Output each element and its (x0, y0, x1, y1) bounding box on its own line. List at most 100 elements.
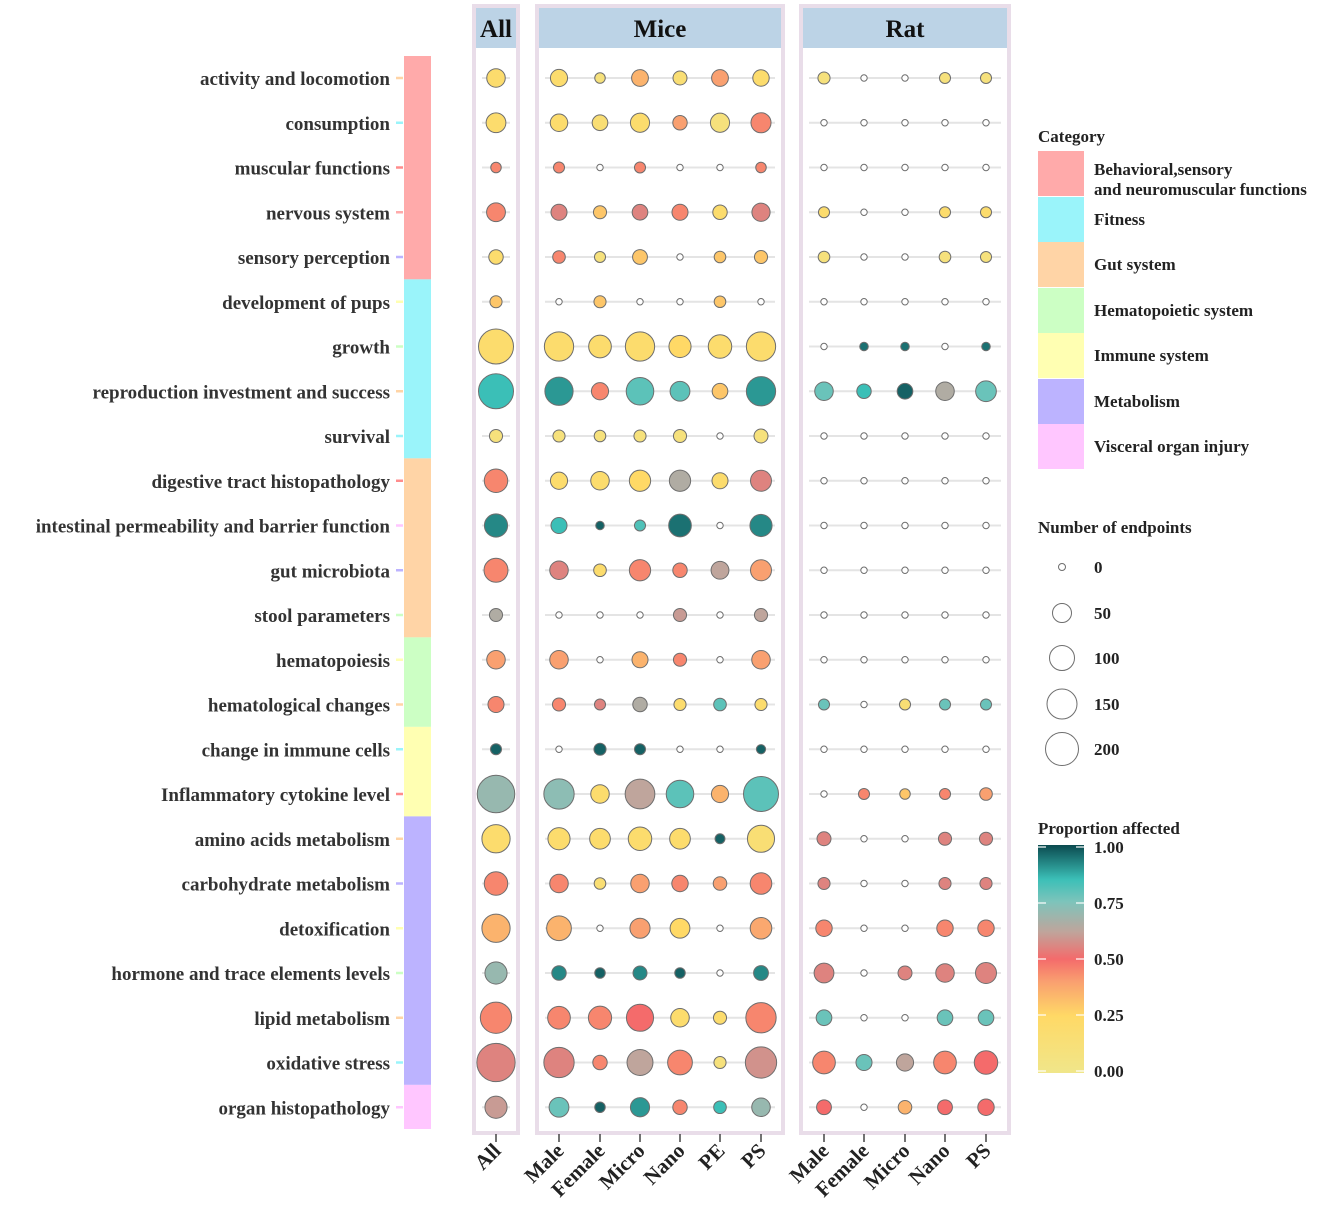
bubble (549, 471, 569, 490)
bubble (979, 876, 993, 891)
bubble (938, 71, 952, 85)
bubble (596, 611, 604, 619)
bubble (860, 1103, 868, 1111)
bubble (901, 432, 909, 440)
bubble (490, 161, 502, 174)
bubble (596, 924, 604, 932)
bubble (593, 429, 607, 443)
panel-title-all: All (480, 16, 512, 43)
bubble (674, 967, 686, 979)
bubble (815, 1009, 833, 1027)
bubble (488, 249, 504, 265)
bubble (981, 341, 991, 352)
bubble (707, 334, 733, 359)
bubble (672, 607, 688, 623)
bubble (817, 698, 831, 711)
bubble (594, 967, 606, 979)
bubble (746, 824, 776, 853)
bubble (749, 872, 773, 895)
bubble (745, 331, 777, 362)
bubble (543, 331, 575, 362)
column-label: Nano (904, 1139, 955, 1190)
category-legend-swatch (1038, 242, 1084, 287)
bubble (820, 298, 828, 306)
bubble (982, 163, 990, 172)
bubble (901, 163, 909, 172)
bubble (713, 295, 727, 309)
bubble (860, 924, 868, 932)
category-bar-segment (404, 637, 431, 727)
bubble (941, 432, 949, 440)
bubble (590, 784, 610, 804)
bubble (901, 745, 909, 753)
category-bar-segment (404, 56, 431, 280)
bubble (982, 611, 990, 619)
bubble (901, 74, 909, 82)
bubble (860, 74, 868, 82)
row-label: oxidative stress (266, 1054, 390, 1075)
bubble (592, 1054, 608, 1071)
bubble (713, 697, 727, 712)
bubble (744, 1046, 778, 1079)
bubble (551, 697, 567, 712)
category-legend-label: Behavioral,sensory (1094, 160, 1233, 179)
bubble (590, 382, 610, 401)
bubble (901, 208, 909, 216)
bubble (716, 656, 724, 664)
bubble (629, 1097, 651, 1118)
category-legend-label: Gut system (1094, 255, 1176, 274)
bubble (631, 203, 649, 221)
category-legend-label-line2: and neuromuscular functions (1094, 180, 1307, 199)
panel-header-mice (539, 8, 781, 48)
bubble (487, 695, 505, 714)
bubble (593, 250, 607, 264)
bubble (485, 112, 507, 134)
bubble (486, 202, 506, 223)
size-legend-label: 0 (1094, 558, 1103, 577)
bubble (550, 203, 568, 221)
bubble (860, 521, 868, 530)
bubble (716, 521, 724, 530)
bubble (816, 831, 832, 847)
row-label: survival (325, 427, 390, 448)
bubble (896, 382, 914, 400)
bubble (938, 698, 952, 711)
bubble (710, 560, 730, 580)
column-label: Nano (639, 1139, 690, 1190)
bubble (975, 380, 997, 403)
bubble (596, 656, 604, 664)
bubble (857, 787, 871, 801)
bubble (593, 295, 607, 309)
bubble (820, 477, 828, 485)
size-legend-label: 100 (1094, 649, 1120, 668)
bubble (676, 163, 684, 172)
bubble (633, 519, 647, 532)
bubble (636, 611, 644, 619)
bubble (596, 163, 604, 172)
bubble (672, 115, 688, 131)
bubble (752, 69, 770, 87)
bubble (716, 163, 724, 172)
bubble (669, 380, 691, 402)
bubble (820, 432, 828, 440)
bubble (711, 472, 729, 490)
bubble (676, 253, 684, 261)
bubble (936, 1009, 954, 1027)
bubble (629, 917, 651, 939)
bubble (813, 962, 835, 984)
bubble (668, 513, 692, 538)
column-label: Micro (859, 1139, 914, 1194)
bubble (938, 206, 952, 219)
bubble (667, 1049, 693, 1076)
bubble (592, 205, 608, 220)
category-bar-segment (404, 726, 431, 817)
row-label: gut microbiota (271, 561, 391, 582)
bubble (711, 382, 729, 400)
bubble (749, 513, 773, 538)
bubble (483, 513, 509, 538)
bubble (672, 70, 688, 86)
bubble (899, 788, 911, 800)
category-legend-swatch (1038, 424, 1084, 469)
category-legend-label: Visceral organ injury (1094, 437, 1250, 456)
row-label: hormone and trace elements levels (111, 964, 390, 985)
